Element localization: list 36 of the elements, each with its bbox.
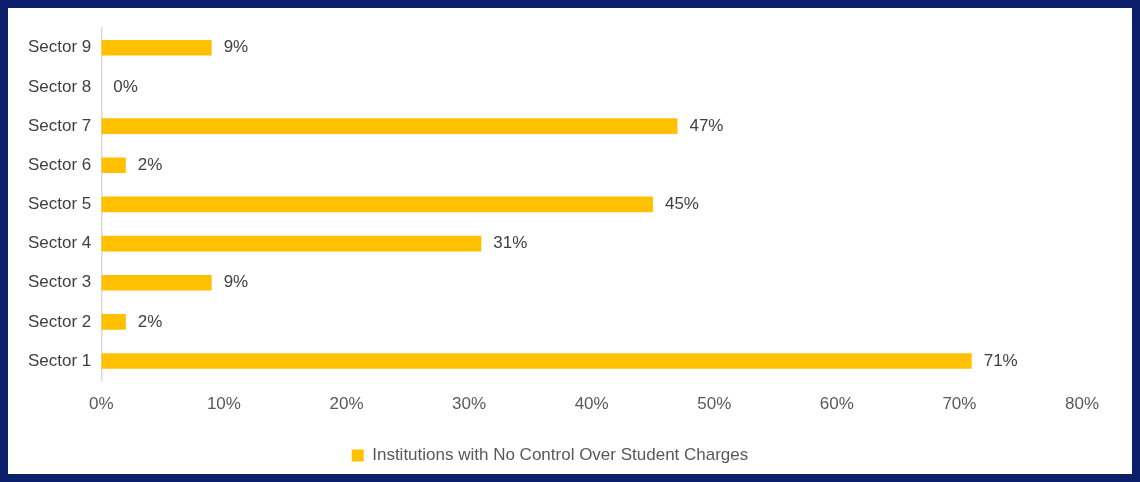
x-tick-label: 50% [697,394,732,414]
data-label: 2% [137,311,163,331]
data-label: 47% [689,115,724,135]
y-tick-label: Sector 3 [28,272,92,292]
y-tick-label: Sector 6 [28,154,92,174]
x-tick-label: 30% [452,394,487,414]
bar [101,314,126,330]
legend-label: Institutions with No Control Over Student Charges [372,445,749,465]
x-tick-label: 80% [1064,394,1100,414]
bar [101,157,126,174]
bar [101,235,482,252]
data-label: 2% [137,154,163,174]
x-tick-label: 20% [329,394,364,414]
bar [101,118,678,134]
data-label: 0% [113,76,138,96]
bar [101,353,972,369]
y-tick-label: Sector 5 [28,194,92,214]
y-tick-label: Sector 7 [28,115,92,135]
x-tick-label: 0% [89,394,114,414]
data-label: 9% [223,37,249,57]
y-tick-label: Sector 2 [28,311,92,331]
data-label: 31% [493,233,528,253]
x-tick-label: 40% [574,394,609,414]
y-tick-label: Sector 8 [28,76,92,96]
bar [101,39,212,56]
bar [101,274,212,291]
data-label: 45% [664,194,699,214]
bar [101,196,653,213]
y-tick-label: Sector 4 [28,233,92,253]
y-tick-label: Sector 1 [28,350,92,370]
x-tick-label: 70% [942,394,977,414]
data-label: 71% [983,350,1018,370]
x-tick-label: 60% [819,394,854,414]
data-label: 9% [223,272,249,292]
y-tick-label: Sector 9 [28,37,92,57]
x-tick-label: 10% [206,394,241,414]
